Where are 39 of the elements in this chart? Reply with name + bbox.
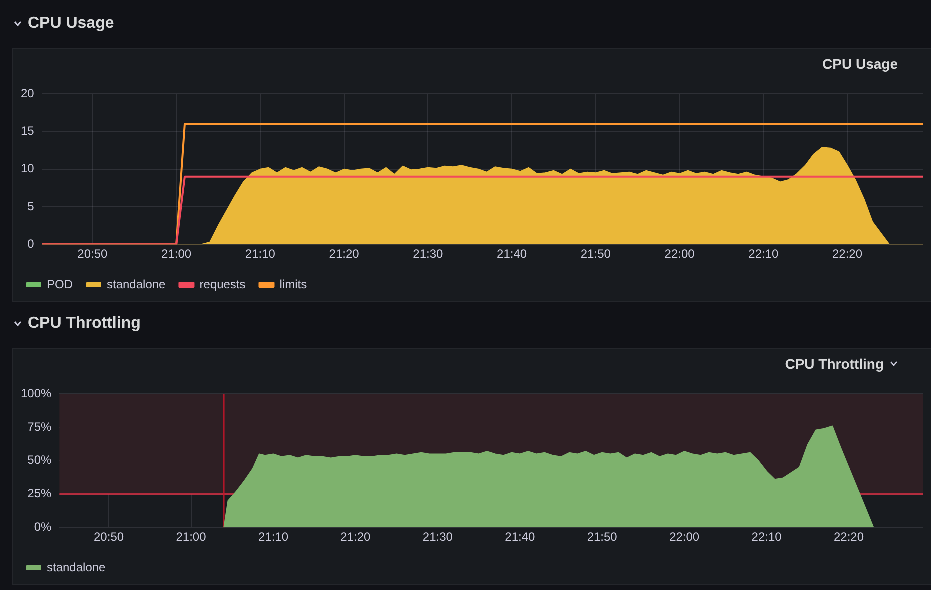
chart-title: CPU Usage (28, 15, 114, 33)
x-tick-label: 21:40 (505, 530, 536, 544)
y-tick-label: 25% (28, 486, 52, 501)
chart-subtitle: CPU Usage (822, 56, 898, 72)
x-tick-label: 20:50 (94, 530, 124, 544)
x-tick-label: 21:00 (176, 530, 207, 544)
x-tick-label: 21:30 (422, 530, 454, 544)
x-tick-label: 22:00 (664, 247, 696, 262)
x-tick-label: 22:20 (832, 247, 863, 262)
legend-label: requests (200, 277, 246, 292)
x-tick-label: 21:10 (245, 247, 276, 262)
y-tick-label: 75% (28, 420, 52, 434)
chart-title: CPU Throttling (28, 315, 141, 333)
y-tick-label: 20 (20, 86, 35, 101)
x-tick-label: 21:30 (413, 247, 444, 262)
legend-label: limits (280, 277, 308, 292)
x-tick-label: 21:50 (587, 530, 618, 544)
y-tick-label: 100% (20, 386, 52, 401)
y-tick-label: 5 (28, 199, 35, 214)
legend-label: POD (47, 277, 74, 292)
x-tick-label: 21:50 (580, 247, 612, 262)
x-tick-label: 21:40 (497, 247, 528, 262)
y-tick-label: 10 (20, 162, 35, 176)
chart-subtitle: CPU Throttling (785, 356, 884, 372)
x-tick-label: 22:20 (834, 530, 864, 544)
y-tick-label: 50% (28, 453, 52, 468)
x-tick-label: 22:10 (748, 247, 780, 262)
x-tick-label: 20:50 (78, 247, 108, 262)
x-tick-label: 21:20 (329, 247, 360, 262)
x-tick-label: 21:00 (162, 247, 192, 262)
y-tick-label: 0% (34, 520, 52, 534)
x-tick-label: 21:20 (340, 530, 372, 544)
x-tick-label: 21:10 (258, 530, 289, 544)
x-tick-label: 22:10 (752, 530, 782, 544)
y-tick-label: 15 (20, 124, 35, 138)
legend-label: standalone (47, 560, 106, 574)
legend-label: standalone (107, 277, 166, 292)
y-tick-label: 0 (28, 236, 35, 251)
x-tick-label: 22:00 (670, 530, 700, 544)
